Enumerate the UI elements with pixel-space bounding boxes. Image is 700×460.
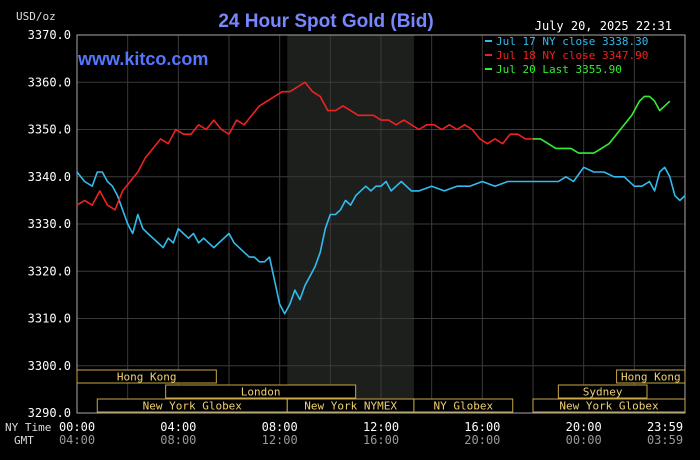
x-tick-ny: 12:00 [363,420,399,434]
x-tick-ny: 16:00 [464,420,500,434]
plot-border [76,34,686,414]
x-tick-ny: 00:00 [59,420,95,434]
legend-entry: Jul 18 NY close 3347.90 [496,49,648,62]
ny-time-label: NY Time [5,421,51,434]
session-label: Hong Kong [117,371,177,384]
chart-title: 24 Hour Spot Gold (Bid) [218,11,433,32]
y-tick-label: 3360.0 [28,75,71,89]
x-tick-labels: 00:0004:0004:0008:0008:0012:0012:0016:00… [59,420,683,447]
gmt-label: GMT [14,434,34,447]
session-label: Sydney [583,386,623,399]
session-label: New York NYMEX [304,400,397,413]
x-tick-gmt: 00:00 [566,433,602,447]
x-tick-gmt: 03:59 [647,433,683,447]
x-tick-gmt: 12:00 [262,433,298,447]
session-box [76,369,217,384]
series-line-1 [76,166,686,315]
session-label: Hong Kong [621,371,681,384]
session-label: New York Globex [143,400,243,413]
x-tick-gmt: 16:00 [363,433,399,447]
y-tick-label: 3370.0 [28,28,71,42]
y-unit-label: USD/oz [16,10,56,23]
series-line-2 [76,81,533,211]
legend-entry: Jul 20 Last 3355.90 [496,63,622,76]
session-box [165,384,357,399]
chart-grid [77,34,685,414]
x-tick-gmt: 08:00 [160,433,196,447]
y-tick-labels: 3370.0 3360.0 3350.0 3340.0 3330.0 3320.0 3310… [28,28,71,420]
series-lines [76,81,686,315]
x-tick-gmt: 20:00 [464,433,500,447]
y-tick-label: 3290.0 [28,406,71,420]
session-label: London [241,386,281,399]
session-box [413,398,514,413]
session-box [557,384,648,399]
legend-entry: Jul 17 NY close 3338.30 [496,35,648,48]
y-tick-label: 3310.0 [28,312,71,326]
session-box [616,369,686,384]
session-box [532,398,686,413]
y-tick-label: 3330.0 [28,217,71,231]
x-tick-ny: 04:00 [160,420,196,434]
session-label: New York Globex [559,400,659,413]
series-line-3 [533,95,671,154]
x-tick-gmt: 04:00 [59,433,95,447]
kitco-watermark: www.kitco.com [77,49,208,69]
y-tick-label: 3350.0 [28,123,71,137]
chart-datetime: July 20, 2025 22:31 [535,19,672,33]
session-label: NY Globex [434,400,494,413]
x-tick-ny: 23:59 [647,420,683,434]
y-tick-label: 3320.0 [28,264,71,278]
y-tick-label: 3340.0 [28,170,71,184]
y-tick-label: 3300.0 [28,359,71,373]
x-tick-ny: 08:00 [262,420,298,434]
x-tick-ny: 20:00 [566,420,602,434]
